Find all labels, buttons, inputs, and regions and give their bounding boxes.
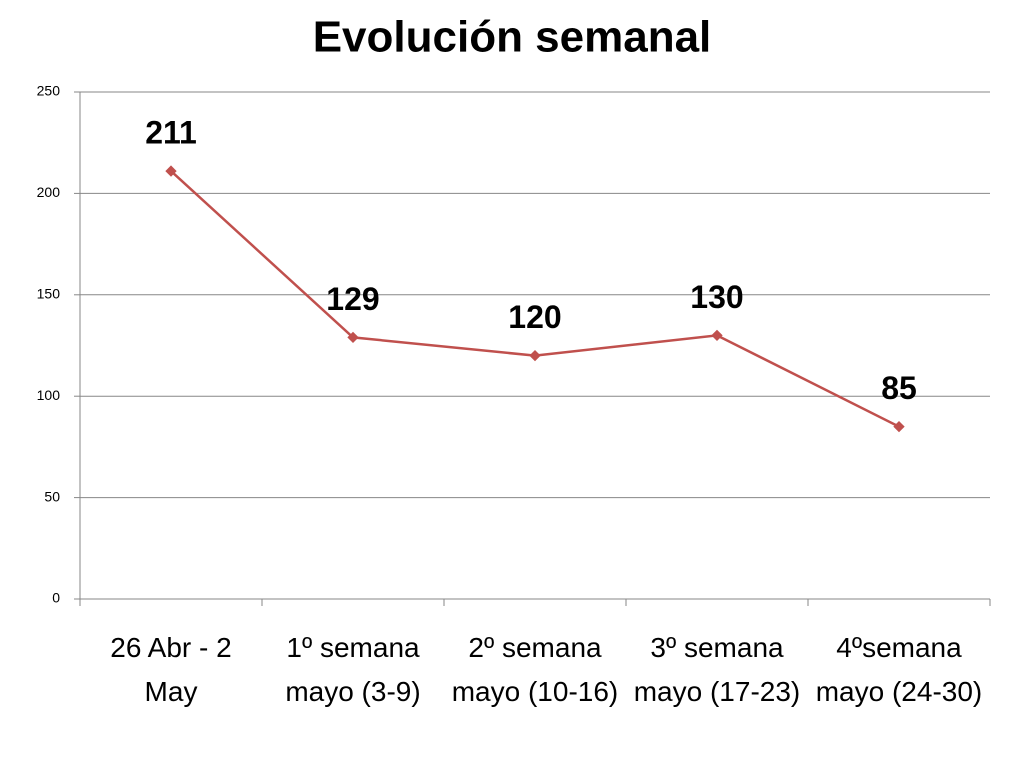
y-tick-label: 250 [37, 83, 61, 99]
point-marker [711, 329, 723, 342]
point-marker [165, 165, 177, 177]
x-tick-label: 3º semana mayo (17-23) [633, 632, 801, 707]
y-tick-label: 100 [37, 387, 61, 403]
point-marker [529, 349, 541, 362]
point-marker [347, 331, 359, 344]
data-label: 120 [508, 299, 561, 335]
x-tick-label: 26 Abr - 2 May [110, 632, 232, 707]
y-tick-label: 0 [52, 590, 60, 606]
point-marker [893, 420, 905, 433]
x-tick-label: 4ºsemana mayo (24-30) [815, 632, 983, 707]
y-tick-label: 50 [44, 488, 60, 504]
y-tick-label: 150 [37, 286, 61, 302]
x-tick-label: 2º semana mayo (10-16) [451, 632, 619, 707]
x-tick-label: 1º semana mayo (3-9) [285, 632, 421, 707]
data-label: 211 [145, 115, 197, 151]
data-label: 130 [690, 279, 743, 315]
chart-title: Evolución semanal [313, 13, 712, 62]
y-tick-label: 200 [37, 184, 61, 200]
data-label: 129 [326, 281, 379, 317]
data-label: 85 [881, 370, 917, 406]
